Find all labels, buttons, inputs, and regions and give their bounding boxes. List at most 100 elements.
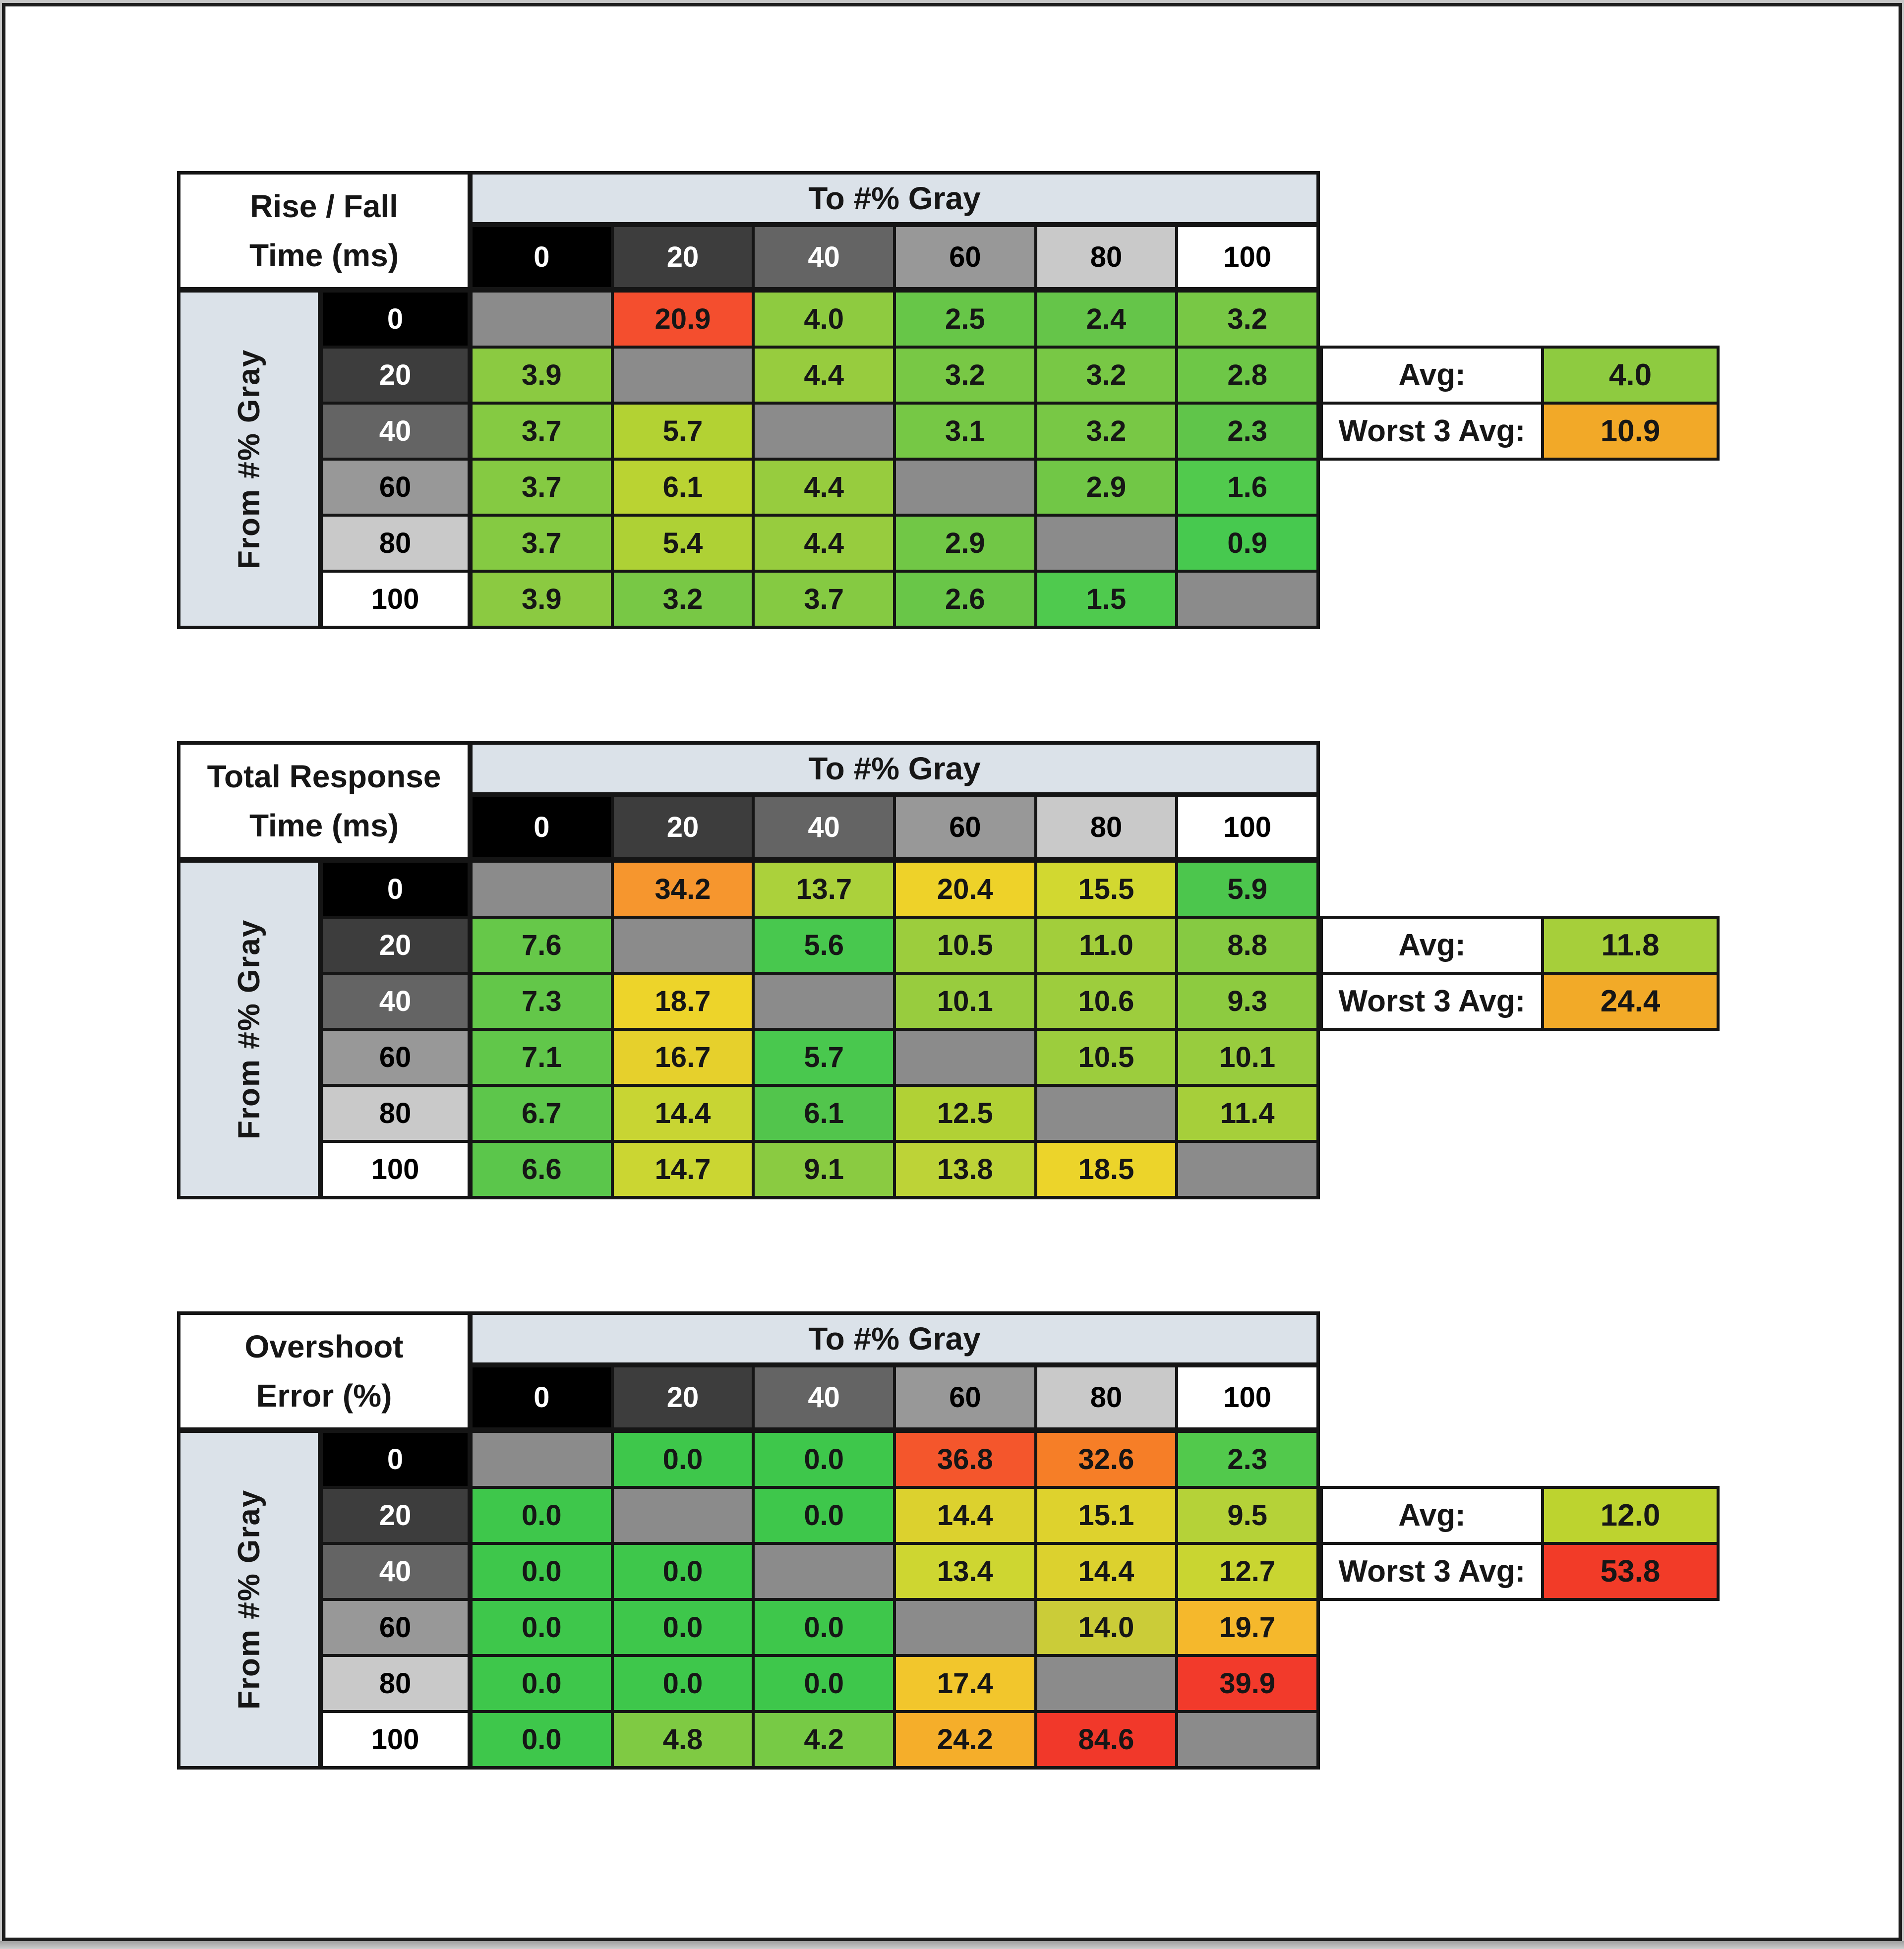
heatmap-cell-from100-to40: 9.1 — [755, 1143, 893, 1196]
avg-label: Avg: — [1323, 1489, 1541, 1542]
heatmap-cell-from80-to40: 4.4 — [755, 517, 893, 570]
heatmap-cell-from100-to0: 0.0 — [473, 1713, 611, 1766]
heatmap-cell-from20-to0: 7.6 — [473, 919, 611, 972]
row-header-0: 0 — [323, 863, 470, 916]
heatmap-cell-from20-to0: 0.0 — [473, 1489, 611, 1542]
row-header-20: 20 — [323, 919, 470, 972]
diagonal-cell-40 — [755, 1545, 893, 1598]
heatmap-cell-from80-to60: 17.4 — [895, 1657, 1034, 1710]
heatmap-cell-from40-to0: 7.3 — [473, 975, 611, 1028]
worst3-avg-value: 53.8 — [1544, 1545, 1717, 1598]
col-header-100: 100 — [1178, 227, 1316, 290]
col-header-0: 0 — [473, 227, 611, 290]
diagonal-cell-80 — [1037, 1087, 1176, 1140]
row-header-80: 80 — [323, 517, 470, 570]
heatmap-cell-from60-to20: 16.7 — [613, 1031, 752, 1084]
row-header-100: 100 — [323, 1713, 470, 1766]
heatmap-cell-from40-to0: 0.0 — [473, 1545, 611, 1598]
col-header-80: 80 — [1037, 227, 1176, 290]
heatmap-cell-from60-to40: 0.0 — [755, 1601, 893, 1654]
heatmap-cell-from60-to100: 1.6 — [1178, 461, 1316, 514]
heatmap-cell-from80-to100: 11.4 — [1178, 1087, 1316, 1140]
heatmap-cell-from100-to60: 2.6 — [895, 573, 1034, 626]
row-header-60: 60 — [323, 1601, 470, 1654]
heatmap-cell-from20-to40: 0.0 — [755, 1489, 893, 1542]
worst3-avg-value: 24.4 — [1544, 975, 1717, 1028]
col-header-100: 100 — [1178, 1367, 1316, 1430]
avg-label: Avg: — [1323, 349, 1541, 402]
heatmap-cell-from60-to0: 0.0 — [473, 1601, 611, 1654]
heatmap-cell-from100-to20: 3.2 — [613, 573, 752, 626]
avg-value: 12.0 — [1544, 1489, 1717, 1542]
heatmap-cell-from0-to60: 2.5 — [895, 293, 1034, 346]
heatmap-cell-from20-to60: 10.5 — [895, 919, 1034, 972]
heatmap-cell-from0-to100: 2.3 — [1178, 1433, 1316, 1486]
heatmap-cell-from60-to20: 6.1 — [613, 461, 752, 514]
heatmap-cell-from0-to100: 5.9 — [1178, 863, 1316, 916]
heatmap-cell-from60-to80: 10.5 — [1037, 1031, 1176, 1084]
heatmap-cell-from60-to80: 14.0 — [1037, 1601, 1176, 1654]
heatmap-cell-from40-to100: 2.3 — [1178, 405, 1316, 458]
heatmap-cell-from40-to60: 13.4 — [895, 1545, 1034, 1598]
heatmap-cell-from80-to100: 39.9 — [1178, 1657, 1316, 1710]
heatmap-cell-from40-to20: 0.0 — [613, 1545, 752, 1598]
heatmap-cell-from60-to40: 5.7 — [755, 1031, 893, 1084]
diagonal-cell-0 — [473, 293, 611, 346]
heatmap-cell-from80-to0: 6.7 — [473, 1087, 611, 1140]
overshoot-error-table: Overshoot Error (%) To #% Gray From #% G… — [177, 1311, 1320, 1770]
diagonal-cell-20 — [613, 349, 752, 402]
col-header-40: 40 — [755, 227, 893, 290]
heatmap-cell-from40-to60: 3.1 — [895, 405, 1034, 458]
worst3-avg-label: Worst 3 Avg: — [1323, 405, 1541, 458]
avg-value: 4.0 — [1544, 349, 1717, 402]
heatmap-cell-from20-to80: 15.1 — [1037, 1489, 1176, 1542]
table-title: Overshoot Error (%) — [180, 1315, 470, 1430]
col-header-60: 60 — [895, 1367, 1034, 1430]
col-header-20: 20 — [613, 1367, 752, 1430]
heatmap-cell-from20-to40: 4.4 — [755, 349, 893, 402]
heatmap-cell-from100-to60: 24.2 — [895, 1713, 1034, 1766]
row-header-40: 40 — [323, 1545, 470, 1598]
from-gray-label: From #% Gray — [180, 1433, 320, 1766]
row-header-0: 0 — [323, 1433, 470, 1486]
overshoot-summary-box: Avg: 12.0 Worst 3 Avg: 53.8 — [1320, 1486, 1720, 1601]
row-header-60: 60 — [323, 461, 470, 514]
heatmap-cell-from80-to20: 0.0 — [613, 1657, 752, 1710]
row-header-60: 60 — [323, 1031, 470, 1084]
heatmap-cell-from40-to80: 10.6 — [1037, 975, 1176, 1028]
col-header-80: 80 — [1037, 797, 1176, 860]
heatmap-cell-from20-to100: 2.8 — [1178, 349, 1316, 402]
from-gray-label: From #% Gray — [180, 293, 320, 626]
heatmap-cell-from60-to100: 19.7 — [1178, 1601, 1316, 1654]
diagonal-cell-20 — [613, 1489, 752, 1542]
heatmap-cell-from20-to60: 14.4 — [895, 1489, 1034, 1542]
diagonal-cell-100 — [1178, 573, 1316, 626]
diagonal-cell-80 — [1037, 517, 1176, 570]
diagonal-cell-80 — [1037, 1657, 1176, 1710]
heatmap-cell-from100-to80: 84.6 — [1037, 1713, 1176, 1766]
heatmap-cell-from20-to40: 5.6 — [755, 919, 893, 972]
heatmap-cell-from60-to100: 10.1 — [1178, 1031, 1316, 1084]
table-title-line2: Time (ms) — [249, 237, 399, 273]
col-header-40: 40 — [755, 797, 893, 860]
worst3-avg-value: 10.9 — [1544, 405, 1717, 458]
rise-fall-summary-box: Avg: 4.0 Worst 3 Avg: 10.9 — [1320, 346, 1720, 461]
heatmap-cell-from100-to40: 4.2 — [755, 1713, 893, 1766]
heatmap-cell-from0-to100: 3.2 — [1178, 293, 1316, 346]
diagonal-cell-60 — [895, 1031, 1034, 1084]
diagonal-cell-40 — [755, 975, 893, 1028]
row-header-40: 40 — [323, 975, 470, 1028]
heatmap-cell-from80-to20: 14.4 — [613, 1087, 752, 1140]
heatmap-cell-from100-to80: 1.5 — [1037, 573, 1176, 626]
heatmap-cell-from80-to60: 2.9 — [895, 517, 1034, 570]
heatmap-cell-from80-to60: 12.5 — [895, 1087, 1034, 1140]
table-title: Rise / Fall Time (ms) — [180, 175, 470, 290]
table-title-line2: Error (%) — [256, 1377, 392, 1414]
heatmap-cell-from60-to20: 0.0 — [613, 1601, 752, 1654]
from-gray-label: From #% Gray — [180, 863, 320, 1196]
heatmap-cell-from100-to80: 18.5 — [1037, 1143, 1176, 1196]
total-response-time-table: Total Response Time (ms) To #% Gray From… — [177, 741, 1320, 1199]
col-header-60: 60 — [895, 797, 1034, 860]
heatmap-cell-from0-to40: 0.0 — [755, 1433, 893, 1486]
